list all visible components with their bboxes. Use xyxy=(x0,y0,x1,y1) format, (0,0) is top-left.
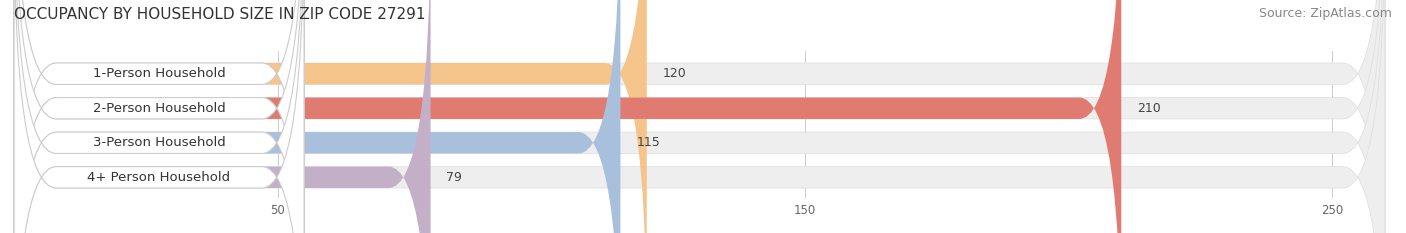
Text: Source: ZipAtlas.com: Source: ZipAtlas.com xyxy=(1258,7,1392,20)
FancyBboxPatch shape xyxy=(14,0,620,233)
Text: 1-Person Household: 1-Person Household xyxy=(93,67,225,80)
Text: 4+ Person Household: 4+ Person Household xyxy=(87,171,231,184)
Text: 210: 210 xyxy=(1137,102,1161,115)
FancyBboxPatch shape xyxy=(14,0,304,233)
FancyBboxPatch shape xyxy=(14,0,304,233)
Text: 3-Person Household: 3-Person Household xyxy=(93,136,225,149)
FancyBboxPatch shape xyxy=(14,0,1385,233)
FancyBboxPatch shape xyxy=(14,0,1122,233)
FancyBboxPatch shape xyxy=(14,0,430,233)
FancyBboxPatch shape xyxy=(14,0,304,233)
FancyBboxPatch shape xyxy=(14,0,647,233)
FancyBboxPatch shape xyxy=(14,0,304,233)
Text: 2-Person Household: 2-Person Household xyxy=(93,102,225,115)
Text: OCCUPANCY BY HOUSEHOLD SIZE IN ZIP CODE 27291: OCCUPANCY BY HOUSEHOLD SIZE IN ZIP CODE … xyxy=(14,7,426,22)
FancyBboxPatch shape xyxy=(14,0,1385,233)
Text: 79: 79 xyxy=(447,171,463,184)
FancyBboxPatch shape xyxy=(14,0,1385,233)
Text: 115: 115 xyxy=(637,136,659,149)
FancyBboxPatch shape xyxy=(14,0,1385,233)
Text: 120: 120 xyxy=(662,67,686,80)
